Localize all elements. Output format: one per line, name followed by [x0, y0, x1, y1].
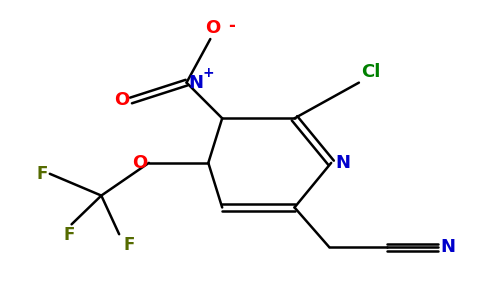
Text: O: O	[132, 154, 147, 172]
Text: O: O	[114, 92, 129, 110]
Text: F: F	[64, 226, 76, 244]
Text: O: O	[205, 19, 220, 37]
Text: N: N	[335, 154, 350, 172]
Text: +: +	[202, 66, 214, 80]
Text: Cl: Cl	[361, 63, 380, 81]
Text: -: -	[228, 17, 235, 35]
Text: N: N	[440, 238, 455, 256]
Text: F: F	[36, 165, 48, 183]
Text: F: F	[123, 236, 135, 254]
Text: N: N	[188, 74, 203, 92]
